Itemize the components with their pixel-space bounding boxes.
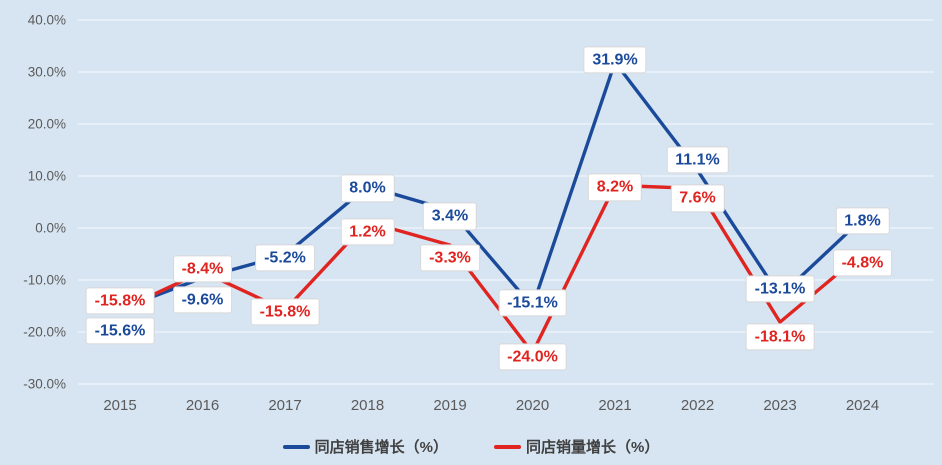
legend-label: 同店销量增长（%） [526, 439, 660, 456]
data-label-same-store-volume-growth-2020: -24.0% [498, 343, 567, 371]
data-label-same-store-sales-growth-2023: -13.1% [745, 275, 815, 303]
data-label-same-store-sales-growth-2018: 8.0% [340, 174, 395, 202]
y-axis-tick-label: -10.0% [23, 272, 66, 288]
x-axis-label-2018: 2018 [350, 397, 385, 414]
y-axis-tick-label: 40.0% [27, 12, 66, 28]
series-line-same-store-sales-growth [119, 58, 864, 311]
x-axis-label-2019: 2019 [433, 397, 467, 414]
data-label-same-store-sales-growth-2019: 3.4% [422, 202, 478, 230]
y-axis-tick-label: 10.0% [27, 168, 66, 184]
data-label-same-store-volume-growth-2021: 8.2% [587, 173, 643, 201]
y-axis-tick-label: 20.0% [27, 116, 66, 132]
x-axis-label-2021: 2021 [598, 397, 632, 414]
legend-label: 同店销售增长（%） [314, 439, 448, 456]
x-axis-label-2024: 2024 [845, 397, 880, 414]
x-axis-label-2023: 2023 [763, 397, 797, 414]
data-label-same-store-volume-growth-2023: -18.1% [745, 323, 815, 351]
x-axis-label-2016: 2016 [185, 397, 220, 414]
data-label-same-store-sales-growth-2016: -9.6% [172, 286, 233, 314]
y-axis-tick-label: -20.0% [23, 324, 66, 340]
legend-line-swatch-blue [282, 444, 310, 449]
x-axis-label-2020: 2020 [515, 397, 550, 414]
data-label-same-store-volume-growth-2024: -4.8% [832, 249, 893, 277]
data-label-same-store-volume-growth-2016: -8.4% [172, 255, 233, 283]
data-label-same-store-volume-growth-2018: 1.2% [340, 218, 395, 246]
data-label-same-store-sales-growth-2022: 11.1% [666, 146, 729, 174]
legend: 同店销售增长（%） 同店销量增长（%） [0, 436, 942, 457]
legend-item-same-store-sales-growth[interactable]: 同店销售增长（%） [282, 436, 448, 457]
data-label-same-store-volume-growth-2019: -3.3% [420, 244, 480, 272]
data-label-same-store-volume-growth-2015: -15.8% [85, 287, 155, 315]
legend-line-swatch-red [494, 444, 521, 449]
data-label-same-store-sales-growth-2015: -15.6% [85, 317, 155, 345]
data-label-same-store-sales-growth-2017: -5.2% [255, 244, 315, 272]
data-label-same-store-sales-growth-2021: 31.9% [583, 46, 647, 74]
x-axis-label-2015: 2015 [103, 397, 137, 414]
x-axis-label-2022: 2022 [680, 397, 715, 414]
x-axis-label-2017: 2017 [268, 397, 302, 414]
data-label-same-store-sales-growth-2020: -15.1% [498, 288, 567, 317]
y-axis-tick-label: 30.0% [27, 64, 66, 80]
y-axis-tick-label: 0.0% [35, 220, 66, 236]
data-label-same-store-volume-growth-2022: 7.6% [670, 184, 725, 213]
series-line-same-store-volume-growth [119, 183, 864, 357]
data-label-same-store-sales-growth-2024: 1.8% [835, 207, 890, 235]
legend-item-same-store-volume-growth[interactable]: 同店销量增长（%） [494, 436, 659, 457]
data-label-same-store-volume-growth-2017: -15.8% [250, 298, 320, 326]
y-axis-tick-label: -30.0% [23, 376, 66, 392]
